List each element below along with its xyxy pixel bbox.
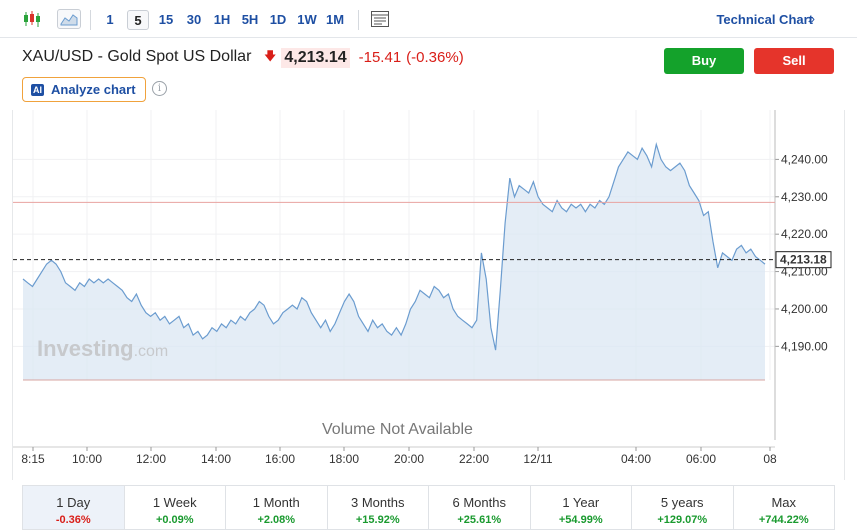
chart-toolbar: 1 5 15 30 1H 5H 1D 1W 1M Technical Chart…: [0, 0, 857, 38]
period-max[interactable]: Max +744.22%: [734, 486, 835, 529]
watermark-brand: Investing: [37, 336, 134, 361]
investing-logo: Investing.com: [37, 336, 168, 362]
toolbar-divider: [358, 10, 359, 30]
x-tick-label: 10:00: [72, 452, 102, 466]
x-tick-label: 8:15: [21, 452, 45, 466]
period-change: +25.61%: [457, 514, 502, 526]
price-change-percent: (-0.36%): [406, 49, 464, 66]
y-tick-label: 4,230.00: [781, 190, 828, 204]
period-label: Max: [771, 495, 797, 510]
period-label: 1 Month: [252, 495, 300, 510]
analyze-chart-button[interactable]: AI Analyze chart: [22, 77, 146, 102]
period-change: -0.36%: [55, 514, 91, 526]
period-5-years[interactable]: 5 years +129.07%: [632, 486, 734, 529]
candlestick-icon[interactable]: [21, 9, 43, 29]
period-label: 6 Months: [452, 495, 506, 510]
info-icon[interactable]: i: [152, 81, 167, 96]
analyze-chart-label: Analyze chart: [51, 82, 136, 97]
x-tick-label: 04:00: [621, 452, 651, 466]
x-tick-label: 08: [763, 452, 777, 466]
interval-5[interactable]: 5: [127, 10, 149, 30]
x-tick-label: 20:00: [394, 452, 424, 466]
toolbar-divider: [90, 10, 91, 30]
y-tick-label: 4,190.00: [781, 339, 828, 353]
chart-area[interactable]: 4,240.00 4,230.00 4,220.00 4,210.00 4,200.00…: [12, 110, 845, 480]
price-block: 🡇 4,213.14 -15.41 (-0.36%): [264, 47, 464, 68]
arrow-down-icon: 🡇: [264, 49, 277, 63]
period-1-week[interactable]: 1 Week +0.09%: [125, 486, 226, 529]
price-change: -15.41: [358, 49, 402, 66]
x-tick-label: 16:00: [265, 452, 295, 466]
period-1-year[interactable]: 1 Year +54.99%: [531, 486, 632, 529]
instrument-title: XAU/USD - Gold Spot US Dollar: [22, 48, 252, 65]
interval-5h[interactable]: 5H: [241, 12, 259, 27]
period-label: 1 Day: [56, 495, 91, 510]
interval-1m[interactable]: 1M: [325, 12, 345, 27]
watermark-suffix: .com: [133, 343, 169, 360]
interval-1d[interactable]: 1D: [269, 12, 287, 27]
y-tick-label: 4,220.00: [781, 227, 828, 241]
period-performance-table: 1 Day -0.36% 1 Week +0.09% 1 Month +2.08…: [22, 485, 835, 530]
period-change: +2.08%: [257, 514, 296, 526]
x-tick-label: 12:00: [136, 452, 166, 466]
x-tick-label: 06:00: [686, 452, 716, 466]
series-area: [23, 144, 765, 380]
buy-button[interactable]: Buy: [664, 48, 744, 74]
period-1-month[interactable]: 1 Month +2.08%: [226, 486, 328, 529]
chevron-right-icon: »: [807, 11, 815, 26]
volume-message: Volume Not Available: [322, 421, 473, 438]
period-label: 1 Year: [562, 495, 600, 510]
period-3-months[interactable]: 3 Months +15.92%: [328, 486, 429, 529]
period-label: 3 Months: [351, 495, 405, 510]
price-chart[interactable]: 4,240.004,230.004,220.004,210.004,200.00…: [13, 110, 846, 480]
period-change: +129.07%: [657, 514, 708, 526]
x-tick-label: 12/11: [523, 452, 552, 466]
current-price-label: 4,213.18: [780, 253, 827, 267]
last-price: 4,213.14: [281, 47, 350, 68]
period-label: 1 Week: [152, 495, 197, 510]
period-1-day[interactable]: 1 Day -0.36%: [23, 486, 125, 529]
x-tick-label: 18:00: [329, 452, 359, 466]
technical-chart-link[interactable]: Technical Chart: [716, 12, 813, 27]
indicators-icon[interactable]: [369, 9, 391, 29]
period-6-months[interactable]: 6 Months +25.61%: [429, 486, 531, 529]
period-change: +15.92%: [355, 514, 400, 526]
x-tick-label: 22:00: [459, 452, 489, 466]
interval-30[interactable]: 30: [186, 12, 202, 27]
area-chart-icon[interactable]: [57, 9, 81, 29]
y-tick-label: 4,240.00: [781, 152, 828, 166]
interval-1h[interactable]: 1H: [213, 12, 231, 27]
interval-1w[interactable]: 1W: [297, 12, 317, 27]
period-change: +744.22%: [758, 514, 809, 526]
period-change: +54.99%: [558, 514, 603, 526]
interval-1[interactable]: 1: [106, 12, 114, 27]
period-label: 5 years: [660, 495, 704, 510]
series-line: [22, 142, 766, 351]
y-tick-label: 4,200.00: [781, 302, 828, 316]
x-tick-label: 14:00: [201, 452, 231, 466]
period-change: +0.09%: [155, 514, 194, 526]
sell-button[interactable]: Sell: [754, 48, 834, 74]
ai-icon: AI: [31, 83, 44, 96]
interval-15[interactable]: 15: [158, 12, 174, 27]
current-price-box: [775, 251, 832, 269]
